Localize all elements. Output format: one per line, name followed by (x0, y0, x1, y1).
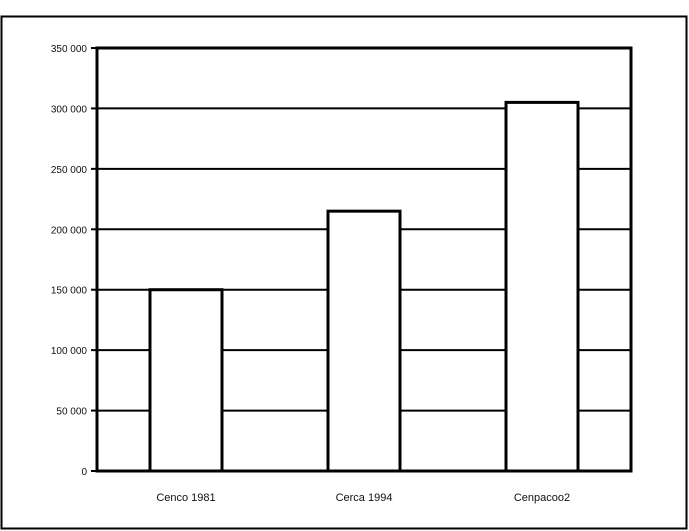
bar (326, 209, 402, 473)
bar (504, 100, 580, 473)
bars (148, 100, 580, 473)
x-category-label: Cenpacoo2 (514, 492, 570, 504)
y-tick-label: 250 000 (51, 165, 88, 176)
x-category-label: Cenco 1981 (156, 492, 215, 504)
plot-frame (95, 46, 633, 473)
y-tick-label: 50 000 (56, 407, 87, 418)
x-axis-labels: Cenco 1981 Cerca 1994 Cenpacoo2 (156, 492, 570, 504)
y-tick-label: 200 000 (51, 225, 88, 236)
y-tick-label: 100 000 (51, 346, 88, 357)
y-tick-label: 150 000 (51, 286, 88, 297)
plot-border (95, 46, 633, 473)
y-tick-label: 0 (81, 467, 87, 478)
y-axis-ticks: 0 50 000 100 000 150 000 200 000 250 000 300 0… (51, 44, 97, 478)
x-category-label: Cerca 1994 (336, 492, 393, 504)
y-tick-label: 300 000 (51, 104, 88, 115)
figure-border (0, 15, 688, 530)
y-tick-label: 350 000 (51, 44, 88, 55)
bar (148, 288, 224, 473)
